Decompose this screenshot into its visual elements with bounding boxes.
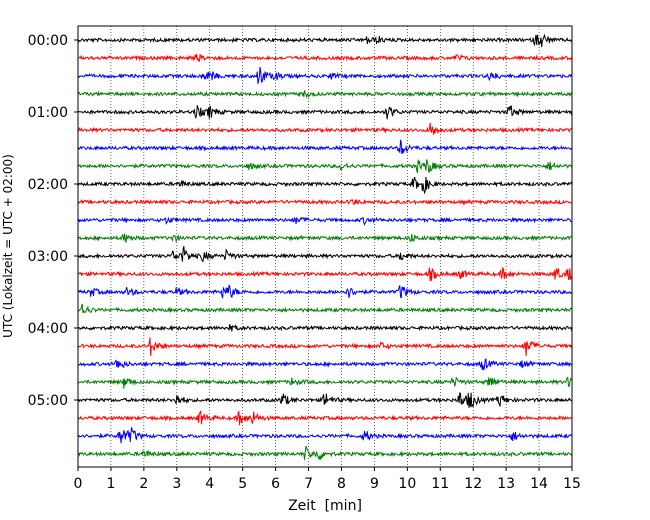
trace-0515 [77,410,573,426]
y-tick-label: 01:00 [28,105,68,121]
trace-0500 [77,392,573,408]
x-tick-label: 9 [370,476,379,492]
trace-0415 [77,337,573,357]
y-tick-label: 02:00 [28,177,68,193]
trace-0130 [77,138,573,155]
plot-background [78,26,572,467]
x-tick-label: 8 [337,476,346,492]
trace-0445 [77,376,573,389]
trace-0430 [77,358,573,371]
x-tick-label: 15 [563,476,581,492]
x-tick-label: 11 [431,476,449,492]
y-tick-label: 03:00 [28,249,68,265]
trace-0530 [77,427,573,444]
trace-0145 [77,159,573,174]
x-tick-label: 14 [530,476,548,492]
x-tick-label: 4 [205,476,214,492]
y-tick-label: 05:00 [28,393,68,409]
trace-0015 [77,53,573,63]
trace-0330 [77,284,573,299]
trace-0315 [77,266,573,282]
trace-0215 [77,198,573,206]
trace-0400 [77,323,573,332]
x-tick-label: 2 [139,476,148,492]
x-tick-label: 0 [74,476,83,492]
trace-0200 [77,176,573,195]
trace-0000 [77,33,573,48]
trace-0115 [77,122,573,135]
x-axis-title: Zeit [min] [288,498,362,514]
trace-0230 [77,216,573,226]
y-axis-ticks: 00:00 01:00 02:00 03:00 04:00 05:00 [28,33,78,409]
x-tick-label: 1 [106,476,115,492]
y-tick-label: 00:00 [28,33,68,49]
x-tick-label: 10 [398,476,416,492]
y-tick-label: 04:00 [28,321,68,337]
trace-0300 [77,246,573,263]
trace-0100 [77,105,573,120]
x-tick-label: 3 [172,476,181,492]
x-tick-label: 7 [304,476,313,492]
seismic-traces [77,33,573,461]
x-tick-label: 5 [238,476,247,492]
trace-0345 [77,303,573,314]
trace-0545 [77,445,573,461]
x-tick-label: 6 [271,476,280,492]
trace-0245 [77,233,573,243]
x-tick-label: 13 [497,476,515,492]
x-axis-ticks: 0 1 2 3 4 5 6 7 8 9 10 11 12 13 14 15 [74,467,581,492]
trace-0045 [77,90,573,99]
plot-frame [77,25,573,468]
trace-0030 [77,66,573,84]
x-tick-label: 12 [464,476,482,492]
y-axis-title: UTC (Lokalzeit = UTC + 02:00) [1,154,15,338]
